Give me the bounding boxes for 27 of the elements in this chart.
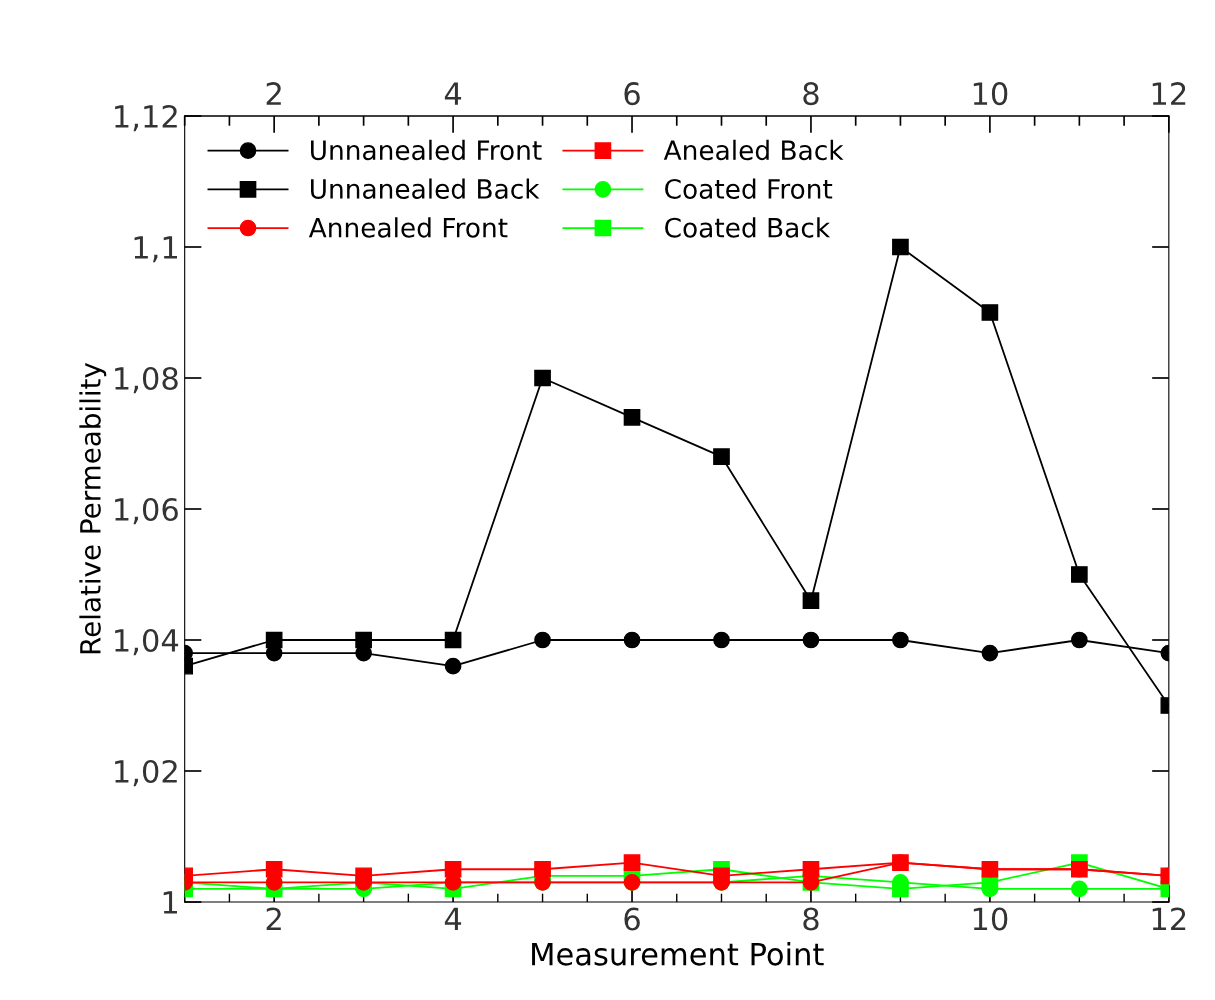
legend-label: Annealed Front: [308, 217, 508, 238]
y-tick-label: 1,08: [115, 366, 178, 394]
legend-label: Coated Back: [665, 217, 831, 238]
legend-label: Coated Front: [665, 178, 833, 199]
x2-tick-label: 2: [266, 82, 281, 105]
y-tick-label: 1,1: [134, 236, 177, 263]
x-tick-label: 4: [444, 907, 462, 931]
x-tick-label: 12: [1152, 907, 1186, 931]
y-tick-label: 1,06: [115, 497, 178, 525]
x2-tick-label: 10: [973, 82, 1008, 106]
x2-tick-label: 4: [444, 82, 462, 105]
x-tick-label: 2: [266, 907, 281, 931]
legend-label: Unnanealed Front: [311, 139, 542, 161]
y-tick-label: 1,02: [115, 759, 177, 787]
y-tick-label: 1: [163, 891, 177, 914]
y-tick-label: 1,04: [115, 628, 179, 656]
x2-tick-label: 8: [803, 82, 819, 106]
legend-label: Anealed Back: [663, 139, 844, 161]
x-tick-label: 6: [624, 907, 640, 931]
x-tick-label: 10: [973, 907, 1008, 931]
legend-label: Unnanealed Back: [311, 178, 540, 199]
y-tick-label: 1,12: [115, 104, 177, 132]
y-axis-title: Relative Permeability: [79, 362, 107, 654]
x-axis-title: Measurement Point: [532, 941, 824, 966]
x2-tick-label: 6: [624, 82, 640, 106]
x2-tick-label: 12: [1152, 82, 1186, 105]
x-tick-label: 8: [803, 907, 819, 931]
